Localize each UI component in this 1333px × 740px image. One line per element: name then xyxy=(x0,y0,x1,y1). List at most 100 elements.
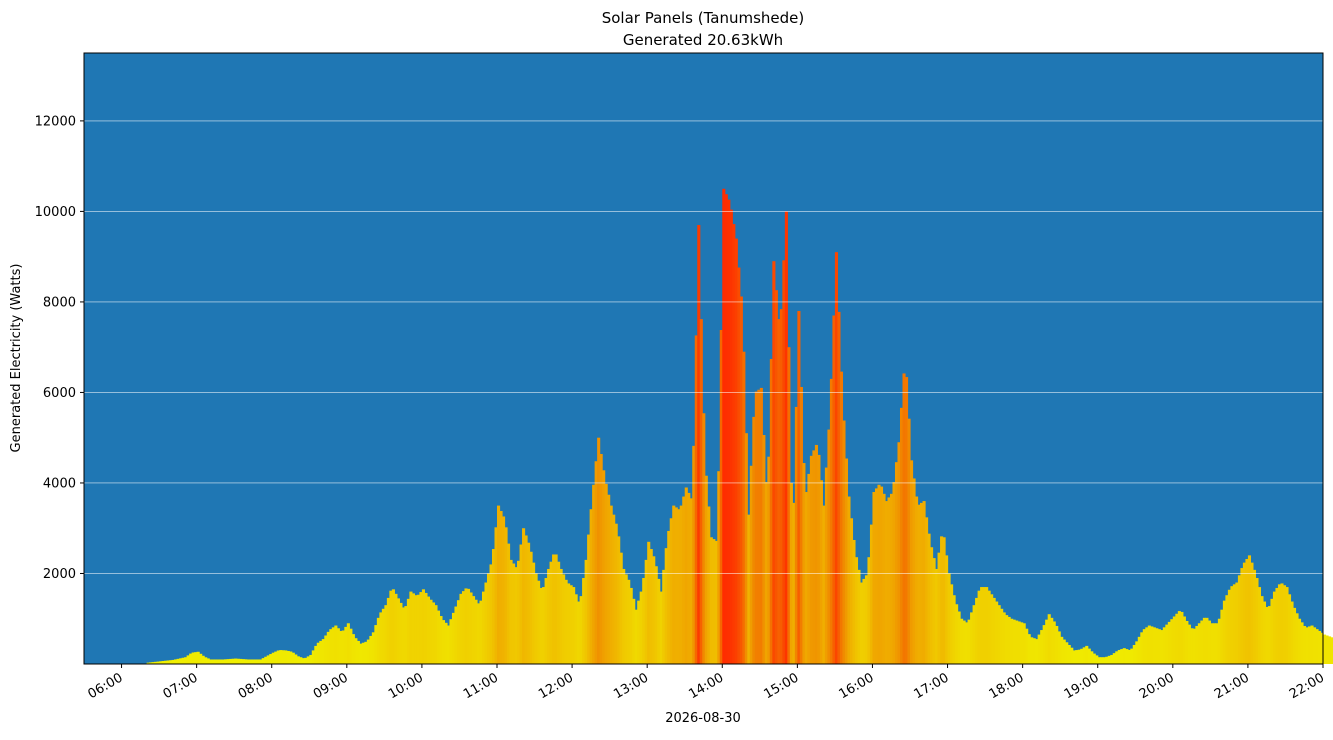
bar xyxy=(1185,621,1189,664)
bar xyxy=(687,492,691,664)
bar xyxy=(1315,629,1319,664)
bar xyxy=(759,387,763,664)
x-tick-label: 10:00 xyxy=(386,670,426,702)
bar xyxy=(454,606,458,664)
y-axis-label: Generated Electricity (Watts) xyxy=(9,264,24,453)
bar xyxy=(869,524,874,664)
bar xyxy=(256,659,260,664)
bar xyxy=(884,501,889,664)
bar xyxy=(181,657,185,664)
bar xyxy=(224,659,228,664)
bar xyxy=(622,568,626,664)
bar xyxy=(824,467,828,664)
bar xyxy=(774,290,778,664)
bar xyxy=(1147,625,1151,664)
bar xyxy=(877,484,881,664)
bar xyxy=(1030,637,1034,664)
bar xyxy=(279,650,283,664)
bar xyxy=(764,482,768,664)
bar xyxy=(894,462,899,664)
bar xyxy=(384,605,388,664)
bar xyxy=(829,378,833,664)
bar xyxy=(892,482,896,664)
bar xyxy=(1110,654,1114,664)
bar xyxy=(694,335,698,664)
bar xyxy=(922,501,926,664)
bar xyxy=(772,261,776,664)
bar xyxy=(1160,630,1164,664)
plot-frame xyxy=(83,52,1324,665)
bar xyxy=(1060,636,1064,664)
bar xyxy=(739,296,743,664)
bar xyxy=(947,573,951,664)
bar xyxy=(707,506,711,664)
bar xyxy=(1172,616,1176,664)
bar xyxy=(311,650,315,664)
x-tick-label: 20:00 xyxy=(1137,670,1177,702)
bar xyxy=(827,429,831,664)
bar xyxy=(1100,657,1104,664)
bar xyxy=(920,502,924,664)
bar xyxy=(324,635,328,664)
bar xyxy=(1062,639,1066,664)
bar xyxy=(669,518,673,664)
bar xyxy=(1155,628,1159,664)
bar xyxy=(236,658,240,664)
bar xyxy=(1227,589,1231,664)
bar xyxy=(364,641,368,664)
bar xyxy=(1255,578,1259,664)
bar xyxy=(732,224,736,664)
bar xyxy=(985,587,989,664)
grid-layer xyxy=(84,120,1323,574)
bar xyxy=(346,623,350,664)
bar xyxy=(1072,650,1076,664)
chart-title: Solar Panels (Tanumshede) xyxy=(602,9,805,27)
bar xyxy=(539,587,543,664)
bar xyxy=(291,652,295,664)
bar xyxy=(567,583,571,664)
y-tick-label: 4000 xyxy=(43,476,76,491)
bar xyxy=(1027,634,1031,664)
bar xyxy=(289,651,293,664)
bar xyxy=(401,607,405,664)
bar xyxy=(832,315,836,664)
bar xyxy=(1000,608,1004,664)
bar xyxy=(149,662,153,664)
bar xyxy=(734,238,738,664)
bar xyxy=(867,557,871,664)
bar xyxy=(497,505,501,664)
bar xyxy=(201,655,205,664)
bar xyxy=(1117,649,1121,664)
bar xyxy=(1190,628,1194,664)
x-tick-label: 08:00 xyxy=(236,670,276,702)
bar xyxy=(509,559,513,664)
bar xyxy=(709,537,713,664)
bar xyxy=(1157,629,1161,664)
bar xyxy=(1323,634,1327,664)
bar xyxy=(1210,623,1214,664)
x-tick-label: 07:00 xyxy=(161,670,201,702)
bar xyxy=(1167,621,1171,664)
bar xyxy=(619,552,623,664)
bar xyxy=(219,659,223,664)
bar xyxy=(379,612,383,664)
bar xyxy=(331,627,335,664)
bar xyxy=(664,548,668,664)
bar xyxy=(557,561,561,664)
bar xyxy=(186,655,190,664)
bar xyxy=(456,600,461,664)
bar xyxy=(632,598,636,664)
bar xyxy=(737,267,741,664)
bar xyxy=(376,617,380,664)
bar xyxy=(214,659,218,664)
bar xyxy=(714,540,718,664)
bar xyxy=(1150,626,1154,664)
bar xyxy=(246,659,250,664)
bar xyxy=(446,625,451,664)
bar xyxy=(429,599,433,664)
bar xyxy=(161,661,165,664)
bar xyxy=(1137,636,1141,664)
bar xyxy=(864,575,869,664)
bar xyxy=(146,662,150,664)
bar xyxy=(436,610,441,664)
